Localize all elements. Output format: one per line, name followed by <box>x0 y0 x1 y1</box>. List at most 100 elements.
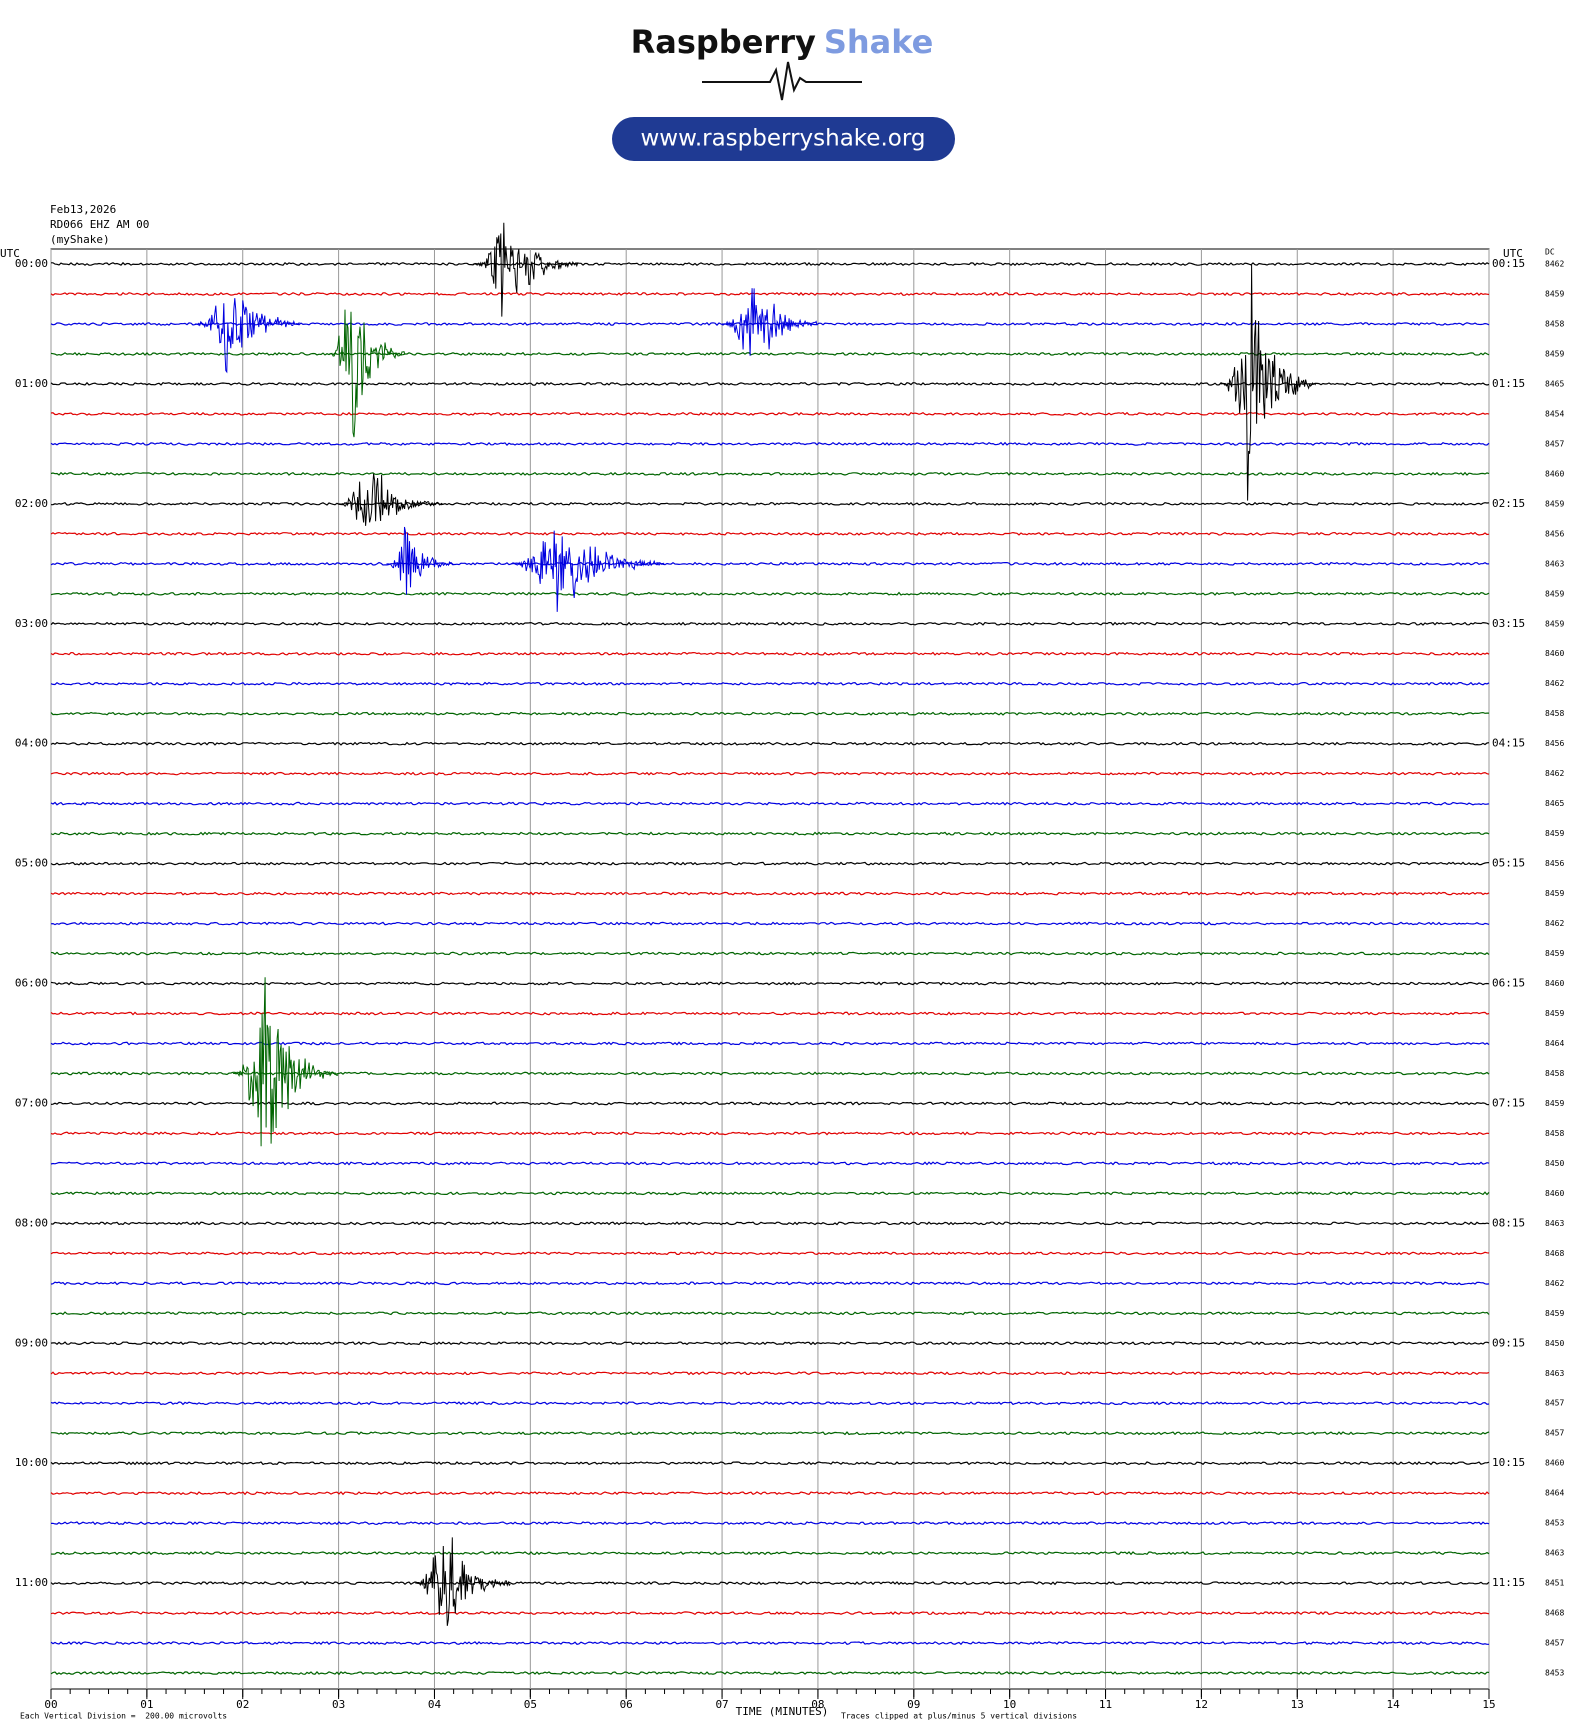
dc-value: 8462 <box>1545 919 1564 928</box>
trace <box>50 441 1490 446</box>
logo-squiggle <box>702 61 862 101</box>
trace <box>50 471 1490 476</box>
trace <box>50 1491 1490 1496</box>
trace <box>50 291 1490 297</box>
trace <box>50 951 1490 956</box>
left-time-label: 09:00 <box>15 1336 48 1349</box>
dc-value: 8460 <box>1545 649 1564 658</box>
dc-value: 8462 <box>1545 1279 1564 1288</box>
dc-value: 8463 <box>1545 1369 1564 1378</box>
trace <box>50 501 1490 506</box>
dc-value: 8459 <box>1545 1009 1564 1018</box>
dc-value: 8457 <box>1545 1639 1564 1648</box>
x-tick-label: 04 <box>428 1698 442 1711</box>
right-time-label: 03:15 <box>1492 617 1525 630</box>
dc-value: 8459 <box>1545 499 1564 508</box>
dc-value: 8458 <box>1545 1069 1564 1078</box>
trace <box>50 1101 1490 1106</box>
right-time-label: 10:15 <box>1492 1456 1525 1469</box>
x-tick-label: 12 <box>1195 1698 1208 1711</box>
dc-value: 8457 <box>1545 1429 1564 1438</box>
dc-value: 8462 <box>1545 769 1564 778</box>
seismic-event <box>233 977 339 1147</box>
left-time-label: 03:00 <box>15 617 48 630</box>
dc-value: 8459 <box>1545 889 1564 898</box>
trace <box>50 1641 1489 1646</box>
dc-label: DC <box>1545 248 1555 257</box>
trace <box>50 651 1490 656</box>
trace <box>50 1251 1490 1256</box>
x-tick-label: 06 <box>620 1698 633 1711</box>
dc-value: 8450 <box>1545 1339 1564 1348</box>
trace <box>50 771 1490 776</box>
dc-value: 8464 <box>1545 1039 1564 1048</box>
dc-value: 8468 <box>1545 1609 1564 1618</box>
left-time-label: 04:00 <box>15 737 48 750</box>
right-time-label: 02:15 <box>1492 497 1525 510</box>
trace <box>50 681 1490 686</box>
dc-value: 8463 <box>1545 1219 1564 1228</box>
trace <box>50 921 1490 926</box>
dc-value: 8459 <box>1545 1309 1564 1318</box>
dc-value: 8468 <box>1545 1249 1564 1258</box>
right-time-label: 11:15 <box>1492 1576 1525 1589</box>
dc-value: 8456 <box>1545 859 1564 868</box>
dc-value: 8465 <box>1545 799 1564 808</box>
trace <box>50 1041 1490 1046</box>
brand-name: Raspberry <box>631 23 816 61</box>
dc-value: 8451 <box>1545 1579 1564 1588</box>
x-tick-label: 07 <box>715 1698 728 1711</box>
dc-value: 8460 <box>1545 1189 1564 1198</box>
dc-value: 8462 <box>1545 260 1564 269</box>
x-tick-label: 03 <box>332 1698 345 1711</box>
dc-value: 8459 <box>1545 1099 1564 1108</box>
trace <box>50 561 1489 566</box>
plot-frame <box>50 248 1490 1690</box>
right-axis-label: UTC <box>1503 247 1523 260</box>
trace <box>50 531 1490 536</box>
url[interactable]: www.raspberryshake.org <box>641 126 926 152</box>
trace <box>50 591 1490 596</box>
x-tick-label: 09 <box>907 1698 920 1711</box>
left-time-label: 08:00 <box>15 1216 48 1229</box>
trace <box>50 1671 1490 1676</box>
trace <box>50 1161 1490 1166</box>
seismic-event <box>511 530 665 612</box>
url-pill[interactable] <box>612 117 955 161</box>
left-time-label: 01:00 <box>15 377 48 390</box>
left-time-label: 10:00 <box>15 1456 48 1469</box>
right-time-label: 08:15 <box>1492 1216 1525 1229</box>
dc-value: 8460 <box>1545 469 1564 478</box>
right-time-label: 00:15 <box>1492 257 1525 270</box>
right-time-label: 07:15 <box>1492 1096 1525 1109</box>
trace <box>50 1581 1490 1586</box>
seismic-event <box>194 298 300 374</box>
footer-left: Each Vertical Division = 200.00 microvol… <box>20 1712 227 1721</box>
dc-value: 8459 <box>1545 589 1564 598</box>
trace <box>50 1521 1490 1526</box>
dc-value: 8453 <box>1545 1669 1564 1678</box>
station-info: RD066 EHZ AM 00 <box>50 218 149 231</box>
dc-value: 8464 <box>1545 1489 1564 1498</box>
seismic-event <box>472 222 579 317</box>
dc-value: 8459 <box>1545 289 1564 298</box>
dc-value: 8457 <box>1545 1399 1564 1408</box>
trace <box>50 831 1490 836</box>
seismic-event <box>415 1537 511 1626</box>
seismic-event <box>722 288 818 356</box>
station-info: Feb13,2026 <box>50 203 116 216</box>
trace <box>50 411 1490 416</box>
trace <box>50 351 1490 356</box>
x-tick-label: 10 <box>1003 1698 1016 1711</box>
right-time-label: 09:15 <box>1492 1336 1525 1349</box>
trace <box>50 741 1490 746</box>
trace <box>50 861 1490 866</box>
dc-value: 8458 <box>1545 709 1564 718</box>
brand: Raspberry Shake <box>631 23 934 61</box>
station-info: (myShake) <box>50 233 110 246</box>
trace <box>50 801 1490 806</box>
left-axis-label: UTC <box>0 247 20 260</box>
x-tick-label: 01 <box>140 1698 153 1711</box>
trace <box>51 1431 1490 1436</box>
